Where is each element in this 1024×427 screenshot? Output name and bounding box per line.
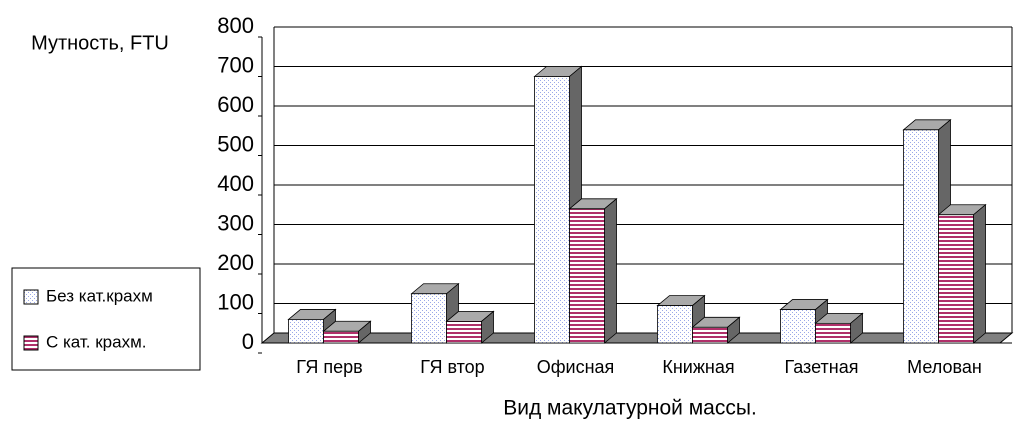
- bar-side: [604, 197, 617, 344]
- bar: [903, 129, 939, 344]
- y-tick-label: 200: [217, 250, 254, 275]
- bar-group: [814, 312, 864, 344]
- x-tick-label: ГЯ перв: [296, 357, 362, 377]
- bar-group: [568, 197, 618, 344]
- y-tick-label: 400: [217, 171, 254, 196]
- bar: [780, 309, 816, 344]
- bar: [534, 76, 570, 344]
- x-tick-label: Книжная: [662, 357, 734, 377]
- x-tick-label: Мелован: [907, 357, 982, 377]
- bar: [815, 322, 851, 344]
- x-tick-label: Офисная: [537, 357, 615, 377]
- legend-label: Без кат.крахм: [46, 286, 153, 305]
- y-tick-label: 300: [217, 210, 254, 235]
- y-tick-label: 700: [217, 52, 254, 77]
- legend-label: С кат. крахм.: [46, 332, 147, 351]
- legend-box: [11, 267, 201, 371]
- bar-group: [937, 203, 987, 344]
- y-tick-label: 600: [217, 92, 254, 117]
- bar: [692, 326, 728, 344]
- bar-group: [322, 320, 372, 344]
- bar: [657, 305, 693, 344]
- floor: [260, 332, 1014, 344]
- bar: [288, 319, 324, 344]
- bar-group: [656, 294, 706, 344]
- y-tick-label: 100: [217, 289, 254, 314]
- x-tick-label: ГЯ втор: [420, 357, 484, 377]
- y-axis-label: Мутность, FTU: [31, 32, 169, 54]
- bar: [446, 320, 482, 344]
- bar-group: [691, 316, 741, 344]
- y-tick-label: 500: [217, 131, 254, 156]
- y-tick-label: 800: [217, 13, 254, 38]
- bar: [411, 293, 447, 344]
- legend-swatch: [23, 335, 39, 351]
- bar: [569, 208, 605, 344]
- bar-group: [445, 310, 495, 344]
- bar: [938, 214, 974, 344]
- bar: [323, 330, 359, 344]
- bar-side: [973, 203, 986, 344]
- x-axis-label: Вид макулатурной массы.: [503, 397, 757, 420]
- y-tick-label: 0: [242, 329, 254, 354]
- legend-swatch: [23, 289, 39, 305]
- x-tick-label: Газетная: [785, 357, 859, 377]
